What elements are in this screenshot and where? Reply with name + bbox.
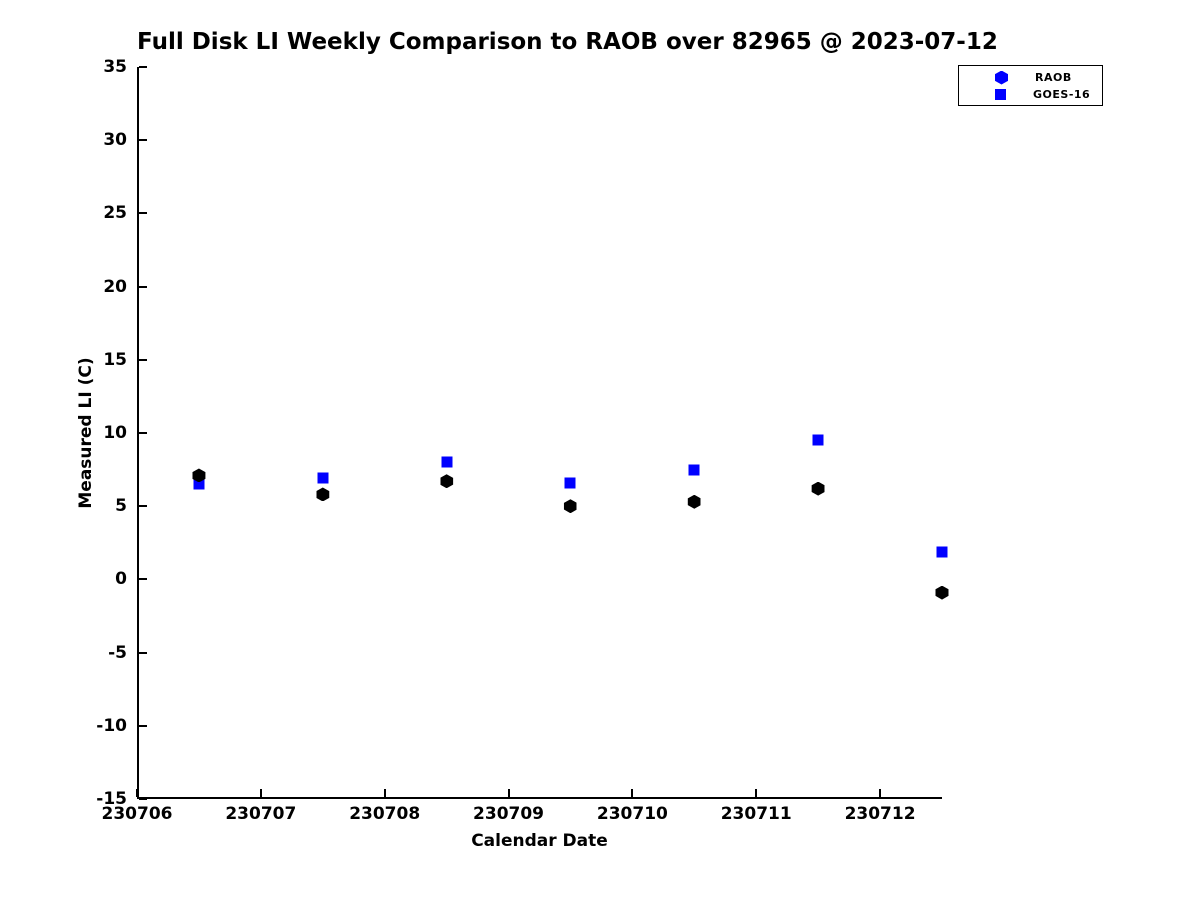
data-point-goes-16 — [441, 456, 453, 468]
y-tick-label: 25 — [103, 203, 127, 224]
x-tick-mark — [259, 789, 262, 797]
data-point-raob — [935, 585, 949, 600]
data-point-goes-16 — [936, 546, 948, 558]
data-point-raob — [192, 468, 206, 483]
data-point-goes-16 — [564, 477, 576, 489]
y-tick-mark — [139, 212, 147, 215]
x-tick-label: 230706 — [101, 804, 173, 824]
y-tick-label: 30 — [103, 130, 127, 151]
x-tick-mark — [383, 789, 386, 797]
y-tick-mark — [139, 358, 147, 361]
raob-hexagon-marker-icon — [995, 70, 1008, 85]
legend-label-goes16: GOES-16 — [1033, 88, 1091, 101]
data-point-goes-16 — [688, 464, 700, 476]
legend: RAOB GOES-16 — [958, 65, 1103, 106]
x-tick-label: 230707 — [225, 804, 297, 824]
chart-title: Full Disk LI Weekly Comparison to RAOB o… — [137, 29, 998, 55]
data-point-goes-16 — [317, 472, 329, 484]
x-tick-mark — [631, 789, 634, 797]
data-point-goes-16 — [812, 434, 824, 446]
goes16-square-marker-icon — [995, 89, 1006, 100]
y-tick-mark — [139, 505, 147, 508]
x-tick-mark — [755, 789, 758, 797]
y-tick-mark — [139, 798, 147, 800]
x-tick-label: 230710 — [596, 804, 668, 824]
x-tick-label: 230712 — [844, 804, 916, 824]
data-point-raob — [563, 499, 577, 514]
x-tick-label: 230709 — [473, 804, 545, 824]
y-tick-mark — [139, 432, 147, 434]
y-tick-label: -15 — [96, 789, 127, 809]
y-tick-mark — [139, 651, 147, 654]
x-axis-spine — [137, 797, 942, 799]
y-tick-mark — [139, 724, 147, 727]
x-tick-mark — [879, 789, 882, 797]
x-tick-mark — [507, 789, 510, 797]
legend-item-raob: RAOB — [959, 69, 1102, 86]
data-point-goes-16 — [193, 478, 205, 490]
data-point-raob — [316, 487, 330, 502]
y-tick-label: -5 — [108, 642, 127, 663]
y-tick-label: 35 — [103, 57, 127, 77]
y-tick-mark — [139, 66, 147, 68]
data-point-raob — [687, 494, 701, 509]
y-tick-label: 10 — [103, 423, 127, 443]
y-tick-label: 0 — [115, 569, 127, 590]
legend-label-raob: RAOB — [1035, 71, 1072, 84]
y-tick-label: 20 — [103, 276, 127, 297]
y-tick-mark — [139, 285, 147, 288]
x-tick-label: 230708 — [349, 804, 421, 824]
x-axis-label: Calendar Date — [471, 831, 608, 851]
legend-item-goes16: GOES-16 — [959, 86, 1102, 103]
x-tick-mark — [136, 789, 138, 797]
y-tick-mark — [139, 578, 147, 581]
plot-area — [136, 66, 949, 800]
data-point-raob — [440, 474, 454, 489]
y-tick-label: 5 — [115, 496, 127, 517]
data-point-raob — [811, 481, 825, 496]
y-axis-spine — [137, 67, 139, 799]
y-tick-label: -10 — [96, 715, 127, 736]
x-tick-label: 230711 — [720, 804, 792, 824]
y-tick-mark — [139, 139, 147, 142]
y-tick-label: 15 — [103, 349, 127, 370]
